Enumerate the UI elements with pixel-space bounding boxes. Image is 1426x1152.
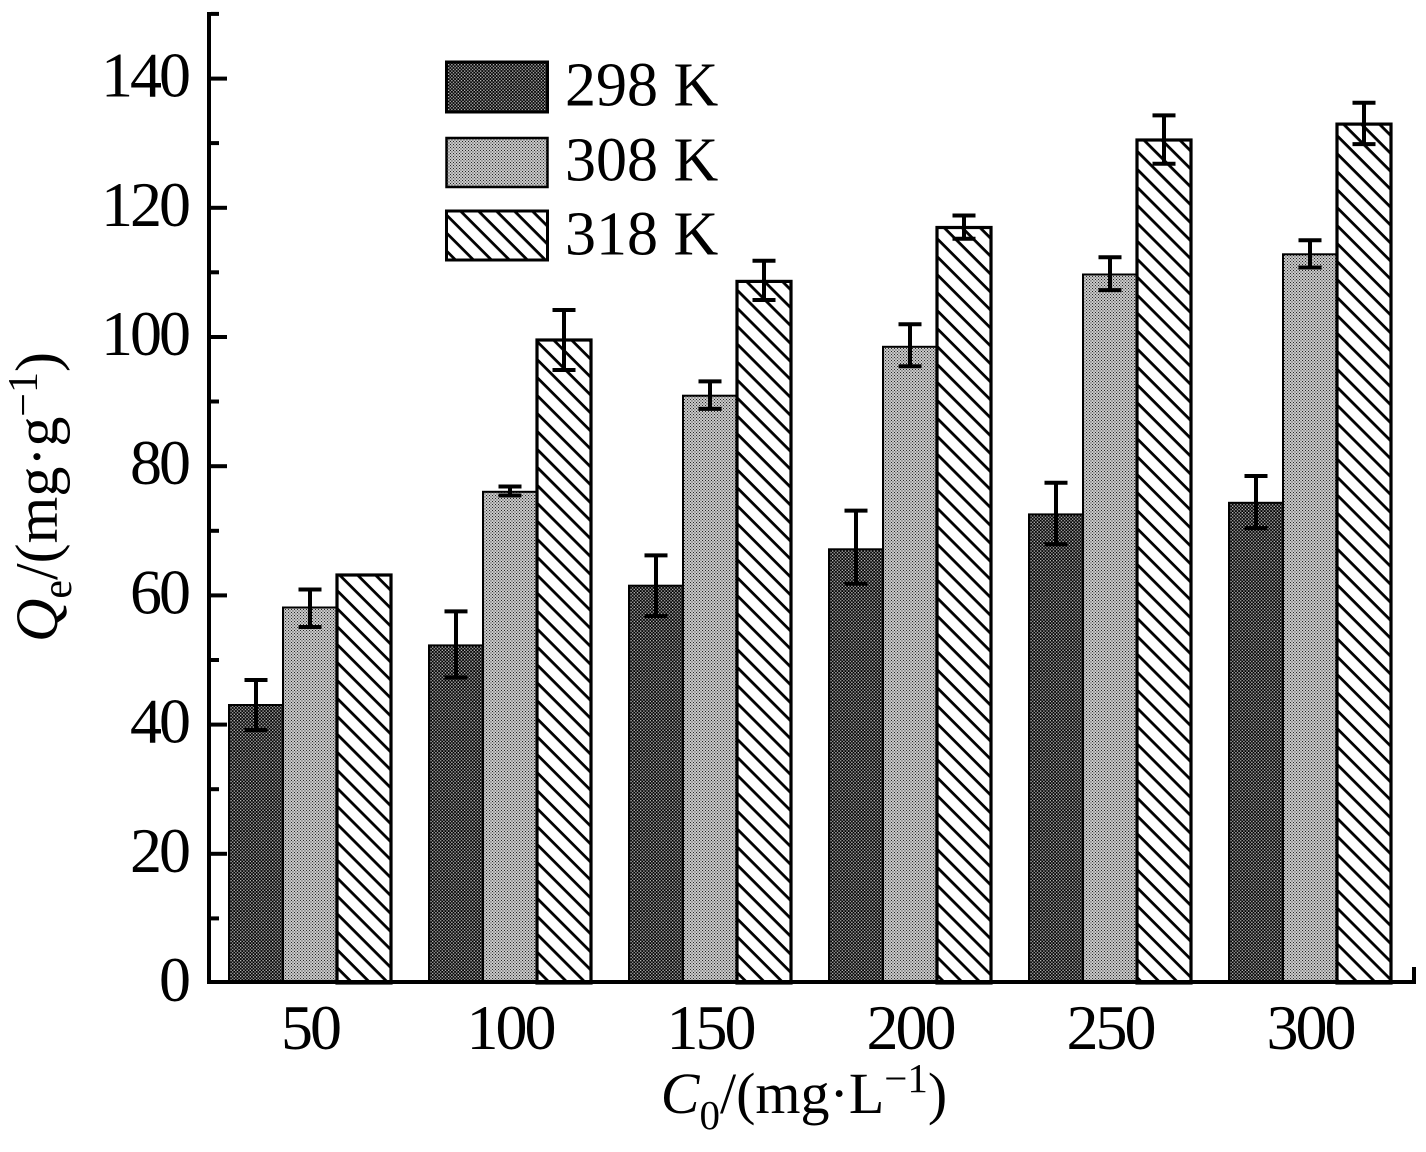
svg-text:308 K: 308 K — [565, 127, 719, 195]
svg-text:200: 200 — [867, 992, 955, 1063]
svg-text:250: 250 — [1067, 992, 1155, 1063]
svg-text:50: 50 — [281, 992, 340, 1063]
svg-text:80: 80 — [130, 427, 189, 498]
svg-text:60: 60 — [130, 556, 189, 627]
svg-text:120: 120 — [101, 169, 189, 240]
svg-text:100: 100 — [101, 298, 189, 369]
svg-text:318 K: 318 K — [565, 201, 719, 269]
svg-text:150: 150 — [667, 992, 755, 1063]
svg-text:298 K: 298 K — [565, 52, 719, 120]
svg-text:140: 140 — [101, 40, 189, 111]
svg-text:100: 100 — [467, 992, 555, 1063]
svg-text:40: 40 — [130, 686, 189, 757]
svg-text:300: 300 — [1267, 992, 1355, 1063]
svg-text:Qe/(mg·g−1): Qe/(mg·g−1) — [1, 352, 81, 642]
svg-text:0: 0 — [159, 944, 189, 1015]
svg-text:20: 20 — [130, 815, 189, 886]
svg-text:C0/(mg·L−1): C0/(mg·L−1) — [661, 1055, 947, 1138]
